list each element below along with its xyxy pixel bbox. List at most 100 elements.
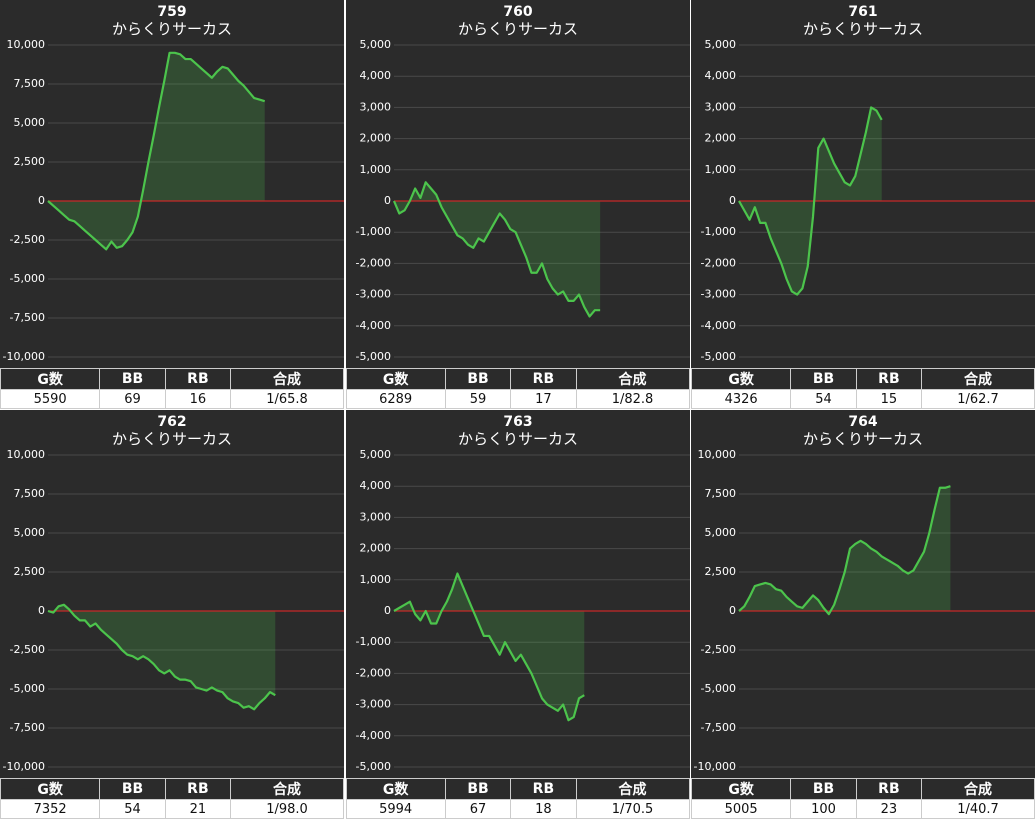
value-row: 4326 54 15 1/62.7 (690, 389, 1035, 409)
value-row: 5590 69 16 1/65.8 (0, 389, 344, 409)
y-tick-label: 2,000 (705, 132, 737, 145)
header-cell: BB (444, 778, 512, 800)
y-tick-label: -5,000 (355, 350, 390, 363)
y-tick-label: 2,000 (359, 542, 391, 555)
y-tick-label: 1,000 (359, 573, 391, 586)
y-tick-label: 0 (384, 194, 391, 207)
area (393, 182, 600, 317)
header-cell: RB (164, 778, 232, 800)
line (47, 603, 276, 711)
value-cell: 1/82.8 (575, 389, 690, 409)
y-tick-label: -2,500 (10, 233, 45, 246)
value-cell: 67 (444, 799, 512, 819)
value-cell: 1/70.5 (575, 799, 690, 819)
chart-panel: 762 からくりサーカス -10,000 -7,500 -5,000 -2,500 0 2,5… (0, 410, 344, 819)
header-cell: 合成 (921, 368, 1035, 390)
y-tick-label: -2,000 (355, 256, 390, 269)
header-row: G数 BB RB 合成 (0, 368, 344, 390)
y-tick-label: -7,500 (10, 721, 45, 734)
chart-subtitle: からくりサーカス (457, 430, 577, 448)
y-tick-label: 3,000 (705, 100, 737, 113)
header-cell: BB (444, 368, 512, 390)
value-cell: 100 (790, 799, 857, 819)
y-tick-label: -4,000 (355, 729, 390, 742)
chart-subtitle: からくりサーカス (112, 20, 232, 38)
value-cell: 69 (99, 389, 166, 409)
header-cell: 合成 (921, 778, 1035, 800)
y-tick-label: 0 (38, 604, 45, 617)
y-tick-label: -3,000 (701, 288, 736, 301)
chart-panel: 759 からくりサーカス -10,000 -7,500 -5,000 -2,500 0 2,5… (0, 0, 344, 409)
header-cell: RB (510, 368, 577, 390)
header-cell: 合成 (575, 778, 690, 800)
y-tick-label: 7,500 (14, 487, 46, 500)
y-tick-label: 3,000 (359, 510, 391, 523)
value-cell: 1/98.0 (230, 799, 344, 819)
area (48, 52, 265, 250)
value-cell: 16 (164, 389, 232, 409)
header-cell: BB (99, 778, 166, 800)
stats-table: G数 BB RB 合成 5005 100 23 1/40.7 (690, 778, 1035, 819)
chart-title: 764 (848, 414, 877, 430)
stats-table: G数 BB RB 合成 5590 69 16 1/65.8 (0, 368, 344, 409)
header-cell: 合成 (575, 368, 690, 390)
header-cell: RB (855, 778, 923, 800)
value-cell: 7352 (0, 799, 101, 819)
y-tick-label: -7,500 (10, 311, 45, 324)
chart-subtitle: からくりサーカス (803, 430, 923, 448)
header-cell: G数 (0, 778, 101, 800)
area (393, 573, 584, 721)
y-tick-label: 10,000 (698, 448, 737, 461)
y-tick-label: 1,000 (705, 163, 737, 176)
y-tick-label: -5,000 (701, 682, 736, 695)
line (392, 181, 600, 318)
header-cell: 合成 (230, 778, 344, 800)
chart-title: 761 (848, 4, 877, 20)
header-cell: BB (99, 368, 166, 390)
value-cell: 5994 (345, 799, 446, 819)
chart-panel: 763 からくりサーカス -5,000 -4,000 -3,000 -2,000 -1,00… (345, 410, 690, 819)
stats-table: G数 BB RB 合成 5994 67 18 1/70.5 (345, 778, 690, 819)
header-cell: RB (164, 368, 232, 390)
value-cell: 54 (99, 799, 166, 819)
y-tick-label: 4,000 (359, 479, 391, 492)
stats-table: G数 BB RB 合成 6289 59 17 1/82.8 (345, 368, 690, 409)
line (47, 51, 266, 251)
value-row: 6289 59 17 1/82.8 (345, 389, 690, 409)
y-tick-label: 5,000 (14, 526, 46, 539)
header-row: G数 BB RB 合成 (690, 778, 1035, 800)
header-row: G数 BB RB 合成 (345, 368, 690, 390)
y-tick-label: 7,500 (705, 487, 737, 500)
value-cell: 23 (855, 799, 923, 819)
y-tick-label: 0 (38, 194, 45, 207)
y-tick-label: -10,000 (3, 760, 45, 773)
y-tick-label: 5,000 (359, 448, 391, 461)
chart-panel: 761 からくりサーカス -5,000 -4,000 -3,000 -2,000 -1,00… (690, 0, 1035, 409)
y-tick-label: -5,000 (355, 760, 390, 773)
chart-subtitle: からくりサーカス (803, 20, 923, 38)
y-tick-label: -4,000 (355, 319, 390, 332)
value-cell: 59 (444, 389, 512, 409)
area (48, 604, 276, 710)
y-tick-label: 4,000 (705, 69, 737, 82)
value-cell: 6289 (345, 389, 446, 409)
y-tick-label: 2,500 (14, 155, 46, 168)
chart-title: 760 (503, 4, 532, 20)
value-cell: 18 (510, 799, 577, 819)
chart-title: 759 (157, 4, 186, 20)
y-tick-label: 5,000 (705, 526, 737, 539)
y-tick-label: 2,500 (14, 565, 46, 578)
header-cell: G数 (690, 368, 792, 390)
value-cell: 17 (510, 389, 577, 409)
header-cell: BB (790, 368, 857, 390)
value-cell: 4326 (690, 389, 792, 409)
header-cell: G数 (0, 368, 101, 390)
y-tick-label: 0 (729, 194, 736, 207)
y-tick-label: -1,000 (701, 225, 736, 238)
chart-subtitle: からくりサーカス (457, 20, 577, 38)
y-tick-label: -5,000 (10, 272, 45, 285)
